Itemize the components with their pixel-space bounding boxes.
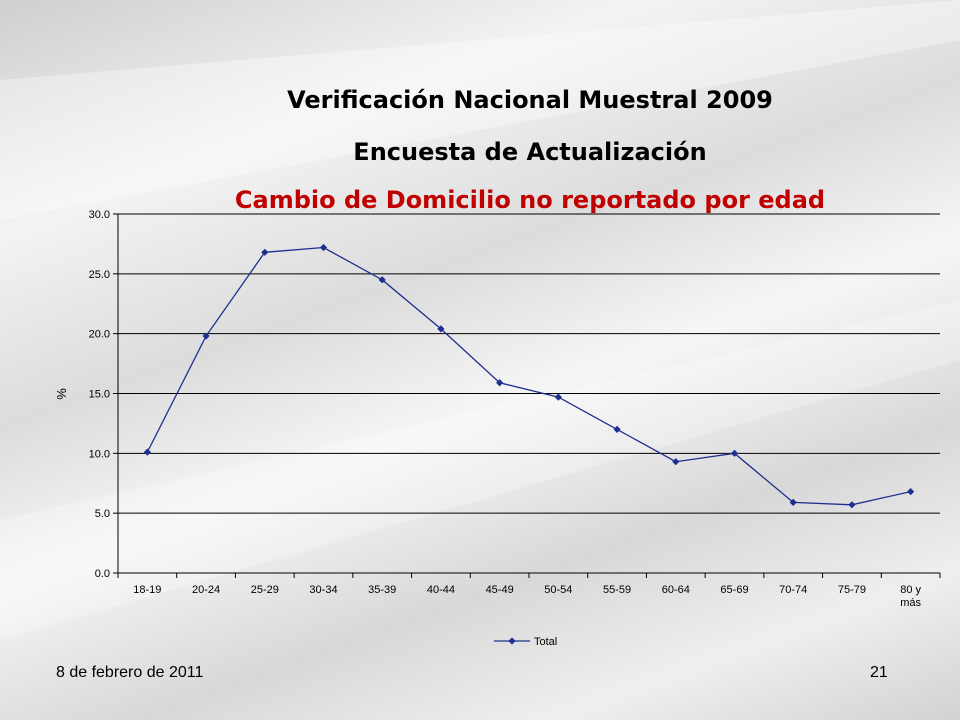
data-point (496, 379, 504, 387)
x-tick-labels: 18-19 20-24 25-29 30-34 35-39 40-44 45-49 50-54… (133, 584, 921, 609)
x-tick-label: 20-24 (192, 584, 220, 596)
slide-title: Verificación Nacional Muestral 2009 (287, 86, 773, 114)
y-tick-label: 5.0 (95, 508, 110, 520)
x-tick-label: 25-29 (251, 584, 279, 596)
x-tick-label: 65-69 (720, 584, 748, 596)
chart-title: Cambio de Domicilio no reportado por eda… (234, 186, 826, 214)
y-tick-label: 0.0 (95, 568, 110, 580)
y-tick-label: 30.0 (89, 209, 110, 221)
x-tick-label: 80 y más (900, 584, 921, 609)
y-tick-label: 25.0 (89, 269, 110, 281)
data-point (202, 332, 210, 340)
data-point (730, 449, 739, 457)
footer-date: 8 de febrero de 2011 (56, 664, 204, 681)
legend-label: Total (534, 636, 557, 648)
data-point (907, 488, 915, 496)
y-tick-label: 15.0 (89, 389, 110, 401)
x-tick-label: 40-44 (427, 584, 455, 596)
legend-marker (508, 637, 516, 645)
x-tick-label: 50-54 (544, 584, 572, 596)
y-tick-label: 20.0 (89, 329, 110, 341)
y-axis-label: % (54, 388, 69, 400)
x-tick-label: 55-59 (603, 584, 631, 596)
data-point (437, 325, 445, 333)
data-point (554, 393, 562, 401)
y-tick-labels: 0.0 5.0 10.0 15.0 20.0 25.0 30.0 (89, 209, 110, 580)
data-point (261, 248, 269, 256)
x-tick-label: 60-64 (662, 584, 690, 596)
line-chart: 0.0 5.0 10.0 15.0 20.0 25.0 30.0 18-19 20-24 25-… (54, 209, 941, 648)
page-number: 21 (870, 664, 888, 681)
x-tick-label: 30-34 (309, 584, 337, 596)
x-tick-label: 35-39 (368, 584, 396, 596)
axes (113, 213, 941, 578)
series-line (146, 246, 911, 506)
series-total (143, 243, 915, 509)
gridlines (118, 213, 940, 514)
x-tick-label: 70-74 (779, 584, 807, 596)
data-point (672, 458, 680, 466)
slide-title-block: Verificación Nacional Muestral 2009 Encu… (0, 0, 960, 220)
y-tick-label: 10.0 (89, 448, 110, 460)
data-point (319, 243, 328, 252)
legend: Total (494, 636, 557, 648)
data-point (613, 425, 621, 433)
slide-subtitle: Encuesta de Actualización (353, 138, 707, 166)
data-point (848, 501, 856, 509)
data-point (789, 498, 797, 506)
x-tick-label: 18-19 (133, 584, 161, 596)
data-point (378, 276, 386, 284)
x-tick-label: 45-49 (486, 584, 514, 596)
x-tick-label: 75-79 (838, 584, 866, 596)
data-point (143, 448, 151, 456)
